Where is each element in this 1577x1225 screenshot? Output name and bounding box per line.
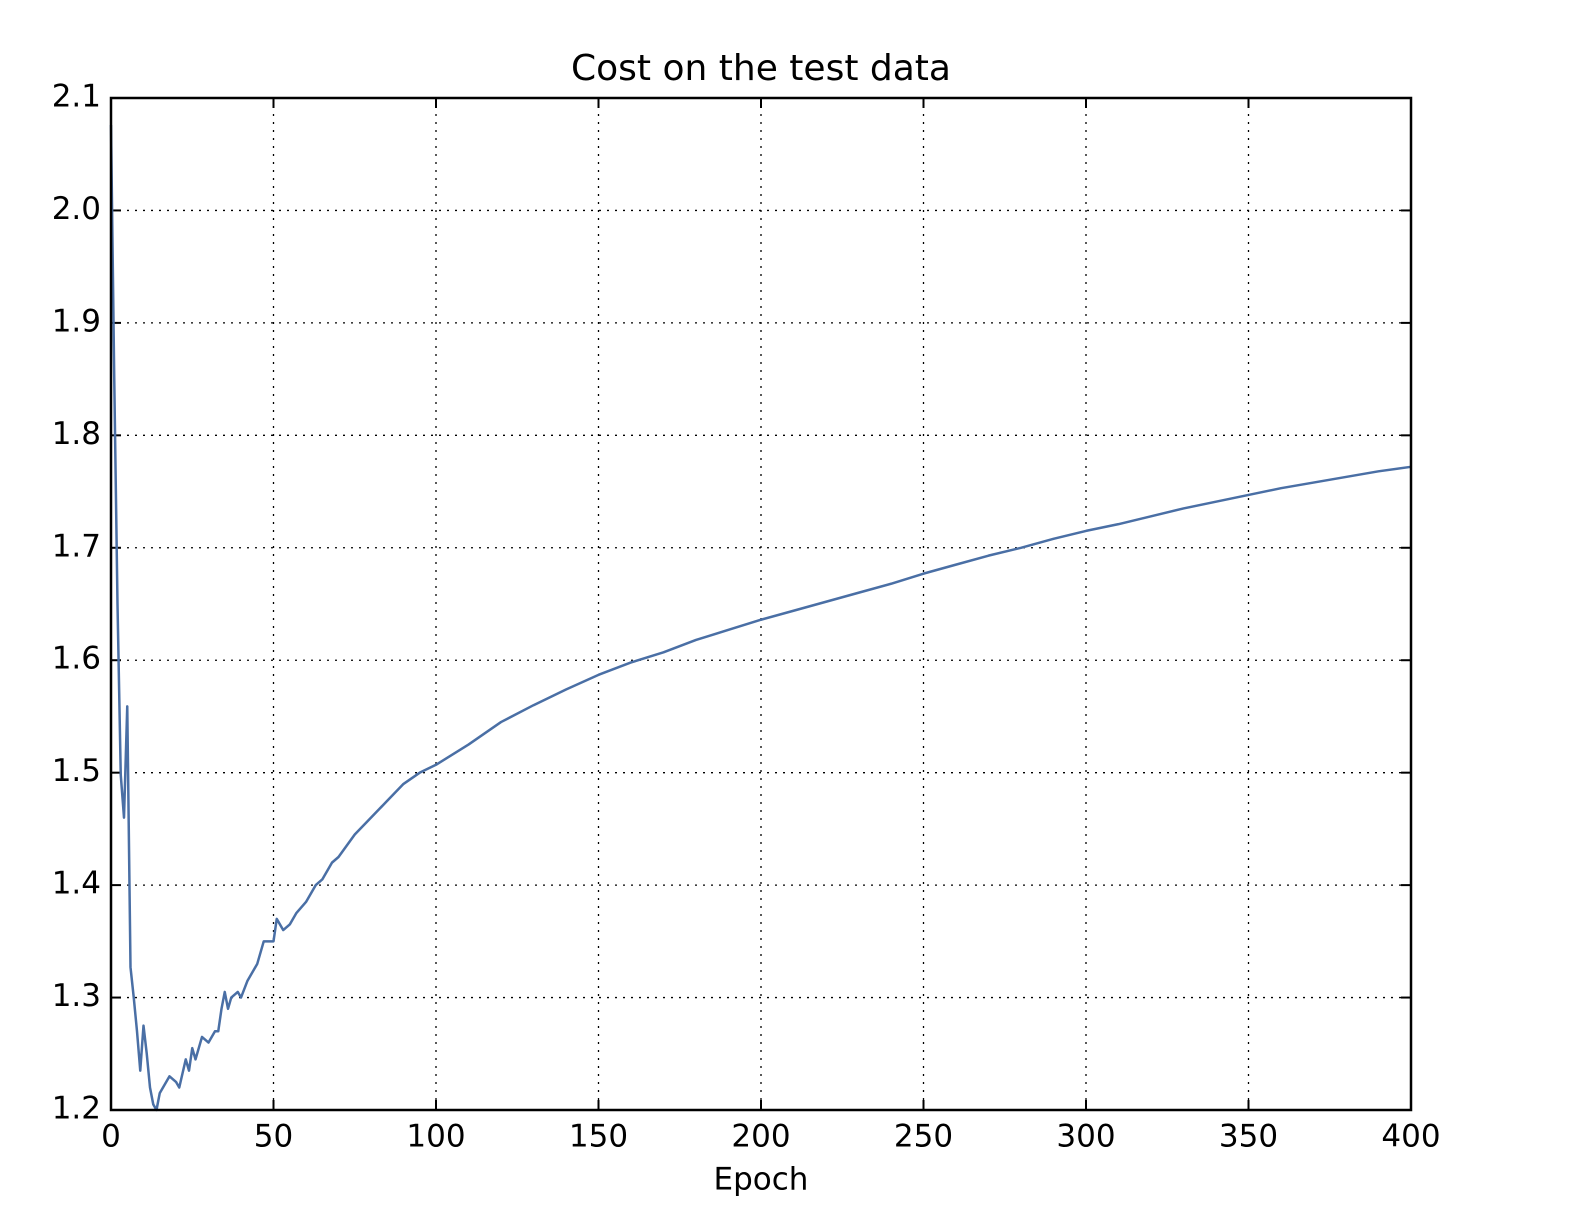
y-tick-label: 1.3 [52, 978, 101, 1014]
y-tick-label: 1.2 [52, 1091, 101, 1127]
x-tick-label: 0 [101, 1119, 121, 1155]
x-tick-label: 100 [406, 1119, 465, 1155]
x-tick-label: 50 [254, 1119, 293, 1155]
x-tick-label: 150 [569, 1119, 628, 1155]
y-tick-label: 2.0 [52, 191, 101, 227]
x-tick-label: 250 [894, 1119, 953, 1155]
x-tick-label: 200 [731, 1119, 790, 1155]
plot-frame [109, 96, 1413, 1112]
y-tick-label: 2.1 [52, 79, 101, 115]
x-tick-label: 350 [1219, 1119, 1278, 1155]
data-line [109, 124, 1412, 1112]
x-axis-label: Epoch [714, 1162, 809, 1198]
chart-title: Cost on the test data [571, 48, 951, 89]
y-tick-label: 1.8 [52, 416, 101, 452]
y-tick-label: 1.4 [52, 866, 101, 902]
x-tick-label: 400 [1381, 1119, 1440, 1155]
x-tick-label: 300 [1056, 1119, 1115, 1155]
y-tick-label: 1.6 [52, 641, 101, 677]
y-tick-label: 1.7 [52, 528, 101, 564]
y-tick-label: 1.9 [52, 303, 101, 339]
y-tick-label: 1.5 [52, 753, 101, 789]
